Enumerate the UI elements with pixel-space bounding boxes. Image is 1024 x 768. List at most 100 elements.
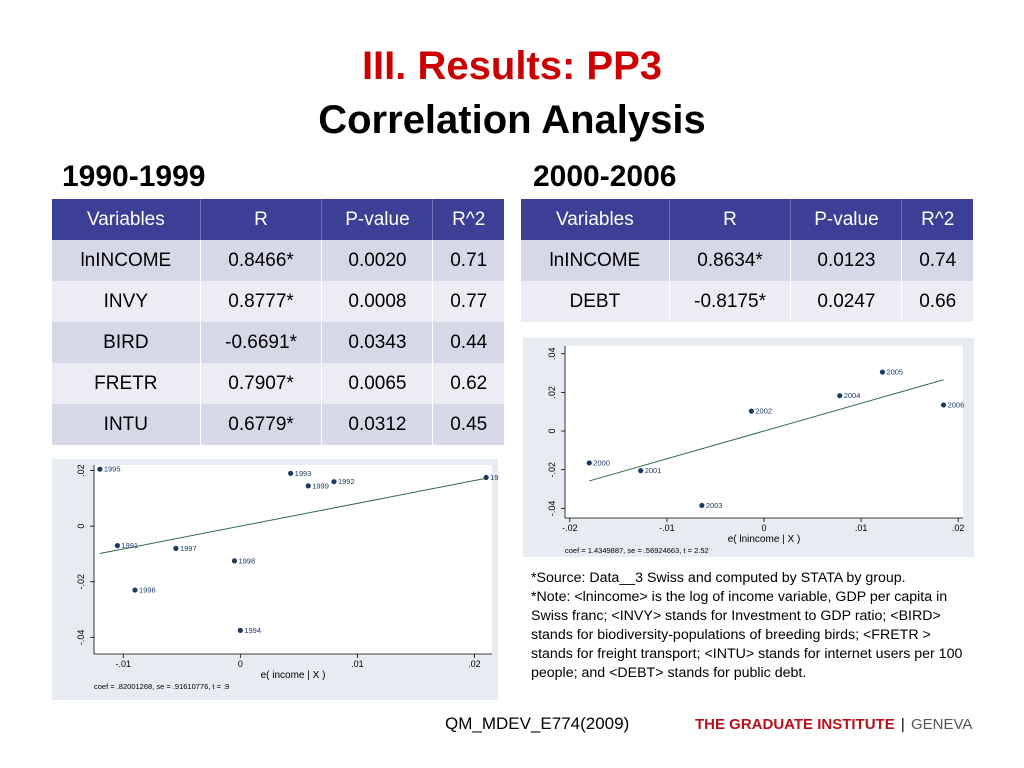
- x-tick-label: .01: [351, 659, 364, 669]
- regression-note: coef = .82001268, se = .91610776, t = .9: [94, 682, 229, 691]
- cell-r: 0.8777*: [199, 281, 322, 322]
- data-point: [748, 408, 754, 414]
- brand-city: GENEVA: [910, 716, 973, 733]
- source-note: *Source: Data__3 Swiss and computed by S…: [531, 570, 906, 586]
- cell-variable: DEBT: [521, 281, 670, 322]
- data-point: [699, 502, 705, 509]
- cell-variable: BIRD: [52, 322, 201, 363]
- col-header-r2: R^2: [432, 199, 504, 240]
- point-label: 1991: [121, 541, 138, 550]
- regression-note: coef = 1.4349887, se = .56924663, t = 2.…: [565, 546, 709, 555]
- point-label: 2003: [706, 501, 723, 510]
- x-tick-label: .02: [952, 523, 965, 533]
- x-tick-label: -.01: [659, 523, 675, 533]
- x-axis-title: e( income | X ): [261, 670, 326, 681]
- table-row: BIRD -0.6691* 0.0343 0.44: [52, 322, 504, 363]
- slide-title: III. Results: PP3: [361, 44, 663, 88]
- data-point: [638, 468, 644, 474]
- point-label: 2000: [593, 458, 610, 467]
- cell-r: 0.8466*: [199, 240, 322, 281]
- cell-r: -0.6691*: [199, 322, 322, 363]
- correlation-table-2000-2006: Variables R P-value R^2 lnINCOME 0.8634*…: [521, 199, 973, 322]
- cell-pvalue: 0.0123: [790, 240, 902, 281]
- brand-separator: |: [900, 716, 905, 733]
- cell-r: -0.8175*: [668, 281, 791, 322]
- period-label-right: 2000-2006: [533, 160, 677, 193]
- scatter-plot-2000-2006: -.02 -.01 0 .01 .02 -.04 -.02 0 .02 .04 2000 2001 20…: [523, 338, 974, 557]
- cell-pvalue: 0.0020: [321, 240, 433, 281]
- col-header-r: R: [200, 199, 323, 240]
- data-point: [237, 627, 243, 633]
- x-tick-label: .01: [855, 523, 868, 533]
- y-tick-label: -.02: [76, 574, 86, 590]
- y-tick-label: -.04: [76, 630, 86, 646]
- point-label: 2006: [948, 400, 965, 409]
- point-label: 2005: [886, 368, 903, 377]
- cell-r2: 0.44: [432, 322, 504, 363]
- col-header-r: R: [669, 199, 792, 240]
- data-point: [331, 479, 337, 485]
- cell-variable: INVY: [52, 281, 201, 322]
- plot-area: [565, 346, 963, 518]
- col-header-variables: Variables: [52, 199, 201, 240]
- cell-r: 0.8634*: [668, 240, 791, 281]
- course-code: QM_MDEV_E774(2009): [445, 714, 630, 733]
- cell-pvalue: 0.0065: [321, 363, 433, 404]
- correlation-table-1990-1999: Variables R P-value R^2 lnINCOME 0.8466*…: [52, 199, 504, 445]
- cell-variable: lnINCOME: [52, 240, 201, 281]
- col-header-variables: Variables: [521, 199, 670, 240]
- data-point: [837, 393, 843, 399]
- y-tick-label: 0: [76, 524, 86, 529]
- cell-r2: 0.62: [432, 363, 504, 404]
- y-tick-label: .02: [547, 386, 557, 399]
- table-header-row: Variables R P-value R^2: [521, 199, 973, 240]
- cell-pvalue: 0.0312: [321, 404, 433, 445]
- cell-pvalue: 0.0343: [321, 322, 433, 363]
- fitted-line: [589, 379, 944, 482]
- cell-r: 0.6779*: [199, 404, 322, 445]
- point-label: 1993: [295, 469, 312, 478]
- cell-r: 0.7907*: [199, 363, 322, 404]
- point-label: 1997: [180, 544, 197, 553]
- institute-logo: THE GRADUATE INSTITUTE | GENEVA: [695, 716, 972, 733]
- y-tick-label: .04: [547, 347, 557, 360]
- point-label: 1992: [338, 477, 355, 486]
- cell-pvalue: 0.0247: [790, 281, 902, 322]
- table-row: INTU 0.6779* 0.0312 0.45: [52, 404, 504, 445]
- point-label: 1990: [490, 473, 498, 482]
- fitted-line: [99, 477, 487, 554]
- col-header-pvalue: P-value: [321, 199, 434, 240]
- notes-block: *Source: Data__3 Swiss and computed by S…: [531, 569, 971, 683]
- y-tick-label: -.02: [547, 462, 557, 478]
- cell-variable: lnINCOME: [521, 240, 670, 281]
- cell-r2: 0.77: [432, 281, 504, 322]
- scatter-plot-1990-1999: -.01 0 .01 .02 -.04 -.02 0 .02 1995 1993 1992 1999 1…: [52, 459, 498, 700]
- table-row: INVY 0.8777* 0.0008 0.77: [52, 281, 504, 322]
- y-tick-label: .02: [76, 464, 86, 477]
- cell-r2: 0.66: [901, 281, 973, 322]
- cell-r2: 0.71: [432, 240, 504, 281]
- point-label: 2001: [645, 466, 662, 475]
- data-point: [97, 466, 103, 472]
- data-point: [879, 369, 886, 375]
- cell-variable: INTU: [52, 404, 201, 445]
- data-point: [231, 558, 238, 564]
- data-point: [940, 402, 947, 408]
- data-point: [305, 483, 311, 489]
- point-label: 1998: [238, 556, 255, 565]
- data-point: [483, 474, 489, 481]
- data-point: [173, 545, 179, 551]
- point-label: 1996: [139, 586, 156, 595]
- x-tick-label: 0: [761, 523, 766, 533]
- point-label: 1995: [104, 465, 121, 474]
- period-label-left: 1990-1999: [62, 160, 206, 193]
- point-label: 1994: [244, 626, 261, 635]
- table-row: DEBT -0.8175* 0.0247 0.66: [521, 281, 973, 322]
- plot-area: [94, 465, 492, 654]
- cell-pvalue: 0.0008: [321, 281, 433, 322]
- x-tick-label: -.01: [116, 659, 132, 669]
- scatter-plot-svg: -.02 -.01 0 .01 .02 -.04 -.02 0 .02 .04 2000 2001 20…: [547, 346, 965, 555]
- data-point: [114, 543, 121, 549]
- point-label: 1999: [312, 481, 329, 490]
- y-tick-label: 0: [547, 429, 557, 434]
